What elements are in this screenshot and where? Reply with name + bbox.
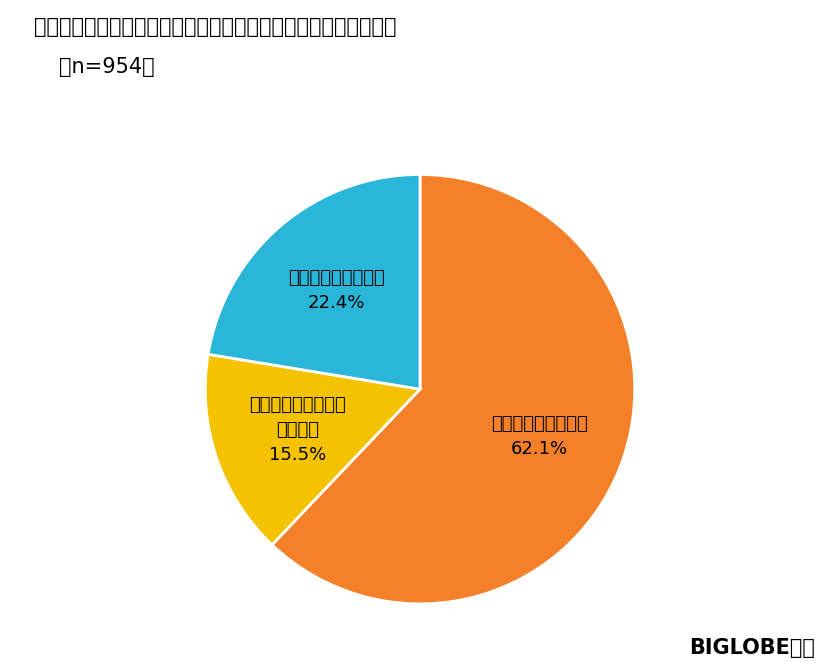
Text: （n=954）: （n=954）	[59, 57, 155, 77]
Text: 出社したことがない
22.4%: 出社したことがない 22.4%	[288, 270, 385, 313]
Text: BIGLOBE調べ: BIGLOBE調べ	[689, 637, 815, 658]
Text: 天候が回復してから
出社した
15.5%: 天候が回復してから 出社した 15.5%	[249, 396, 346, 464]
Wedge shape	[208, 174, 420, 389]
Text: 交通機関に影響が出るような悪天候の際、出社したことがあるか: 交通機関に影響が出るような悪天候の際、出社したことがあるか	[34, 17, 396, 37]
Wedge shape	[272, 174, 635, 604]
Text: 出社したことがある
62.1%: 出社したことがある 62.1%	[491, 415, 588, 458]
Wedge shape	[205, 354, 420, 545]
